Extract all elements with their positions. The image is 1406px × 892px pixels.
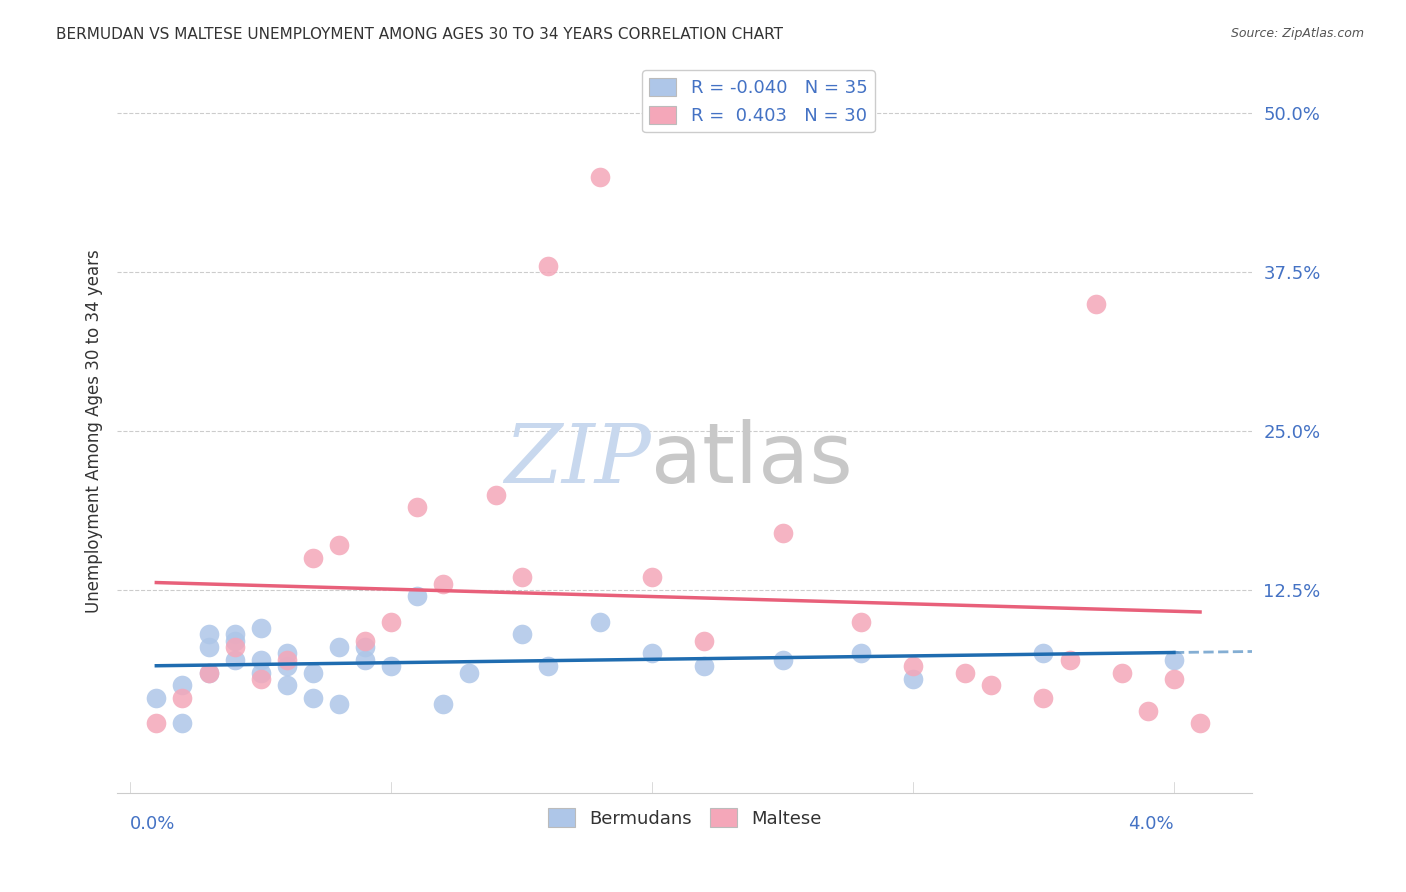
Point [249,665,271,680]
Point [302,690,325,705]
Point [432,698,454,712]
Point [224,640,246,654]
Point [276,653,298,667]
Point [328,640,350,654]
Text: atlas: atlas [651,419,852,500]
Point [354,640,377,654]
Text: 4.0%: 4.0% [1128,815,1174,833]
Legend: Bermudans, Maltese: Bermudans, Maltese [540,801,830,835]
Point [249,653,271,667]
Point [197,640,219,654]
Point [224,653,246,667]
Point [484,487,506,501]
Text: ZIP: ZIP [503,420,651,500]
Point [145,716,167,731]
Y-axis label: Unemployment Among Ages 30 to 34 years: Unemployment Among Ages 30 to 34 years [86,249,103,613]
Point [406,500,429,515]
Point [197,627,219,641]
Point [980,678,1002,692]
Point [1163,672,1185,686]
Point [172,678,194,692]
Point [224,627,246,641]
Point [172,690,194,705]
Point [641,570,664,584]
Point [849,647,872,661]
Point [1111,665,1133,680]
Point [249,621,271,635]
Point [510,627,533,641]
Point [589,169,612,184]
Point [901,659,924,673]
Point [354,633,377,648]
Point [328,538,350,552]
Point [1189,716,1212,731]
Point [276,647,298,661]
Point [772,525,794,540]
Point [276,659,298,673]
Point [1032,690,1054,705]
Point [537,659,560,673]
Point [249,672,271,686]
Point [901,672,924,686]
Point [510,570,533,584]
Point [145,690,167,705]
Point [276,678,298,692]
Point [1163,653,1185,667]
Point [302,665,325,680]
Point [354,653,377,667]
Text: 0.0%: 0.0% [131,815,176,833]
Point [1084,297,1107,311]
Point [537,259,560,273]
Text: BERMUDAN VS MALTESE UNEMPLOYMENT AMONG AGES 30 TO 34 YEARS CORRELATION CHART: BERMUDAN VS MALTESE UNEMPLOYMENT AMONG A… [56,27,783,42]
Point [197,665,219,680]
Point [1032,647,1054,661]
Point [1136,704,1159,718]
Point [458,665,481,680]
Point [589,615,612,629]
Point [641,647,664,661]
Point [380,659,402,673]
Point [224,633,246,648]
Point [172,716,194,731]
Point [693,633,716,648]
Text: Source: ZipAtlas.com: Source: ZipAtlas.com [1230,27,1364,40]
Point [772,653,794,667]
Point [849,615,872,629]
Point [693,659,716,673]
Point [953,665,976,680]
Point [197,665,219,680]
Point [1059,653,1081,667]
Point [380,615,402,629]
Point [328,698,350,712]
Point [302,551,325,566]
Point [406,589,429,603]
Point [432,576,454,591]
